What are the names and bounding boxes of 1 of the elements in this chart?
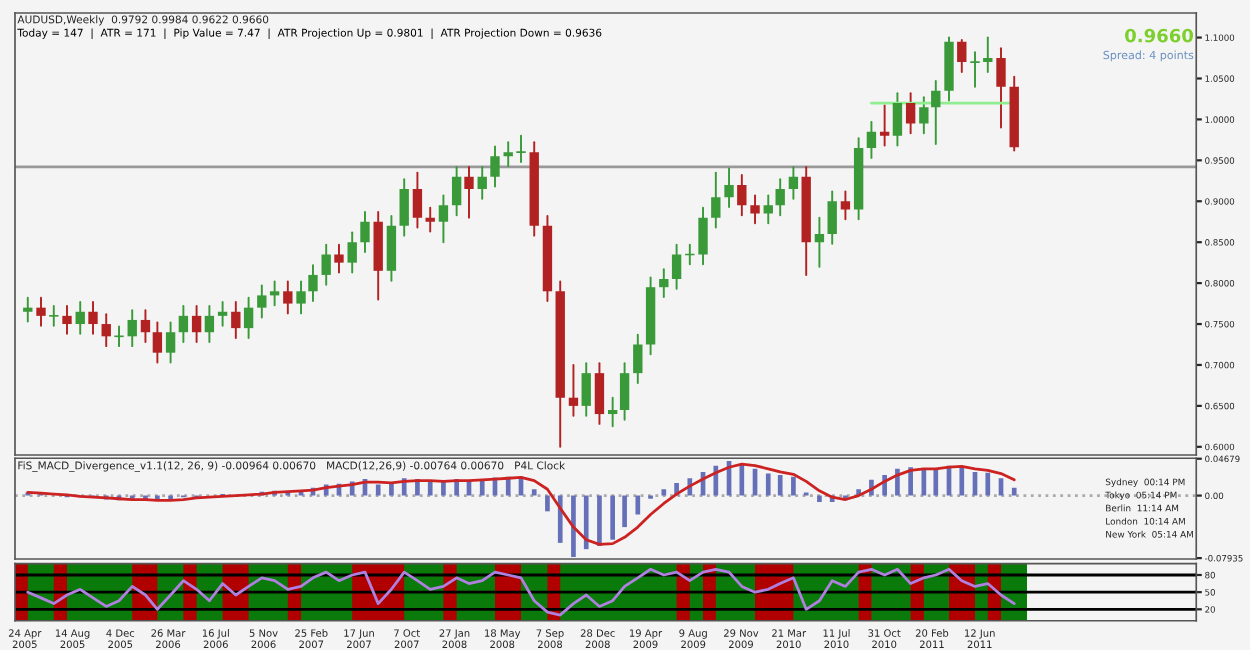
annotation: 0.9660 [1125, 28, 1194, 43]
